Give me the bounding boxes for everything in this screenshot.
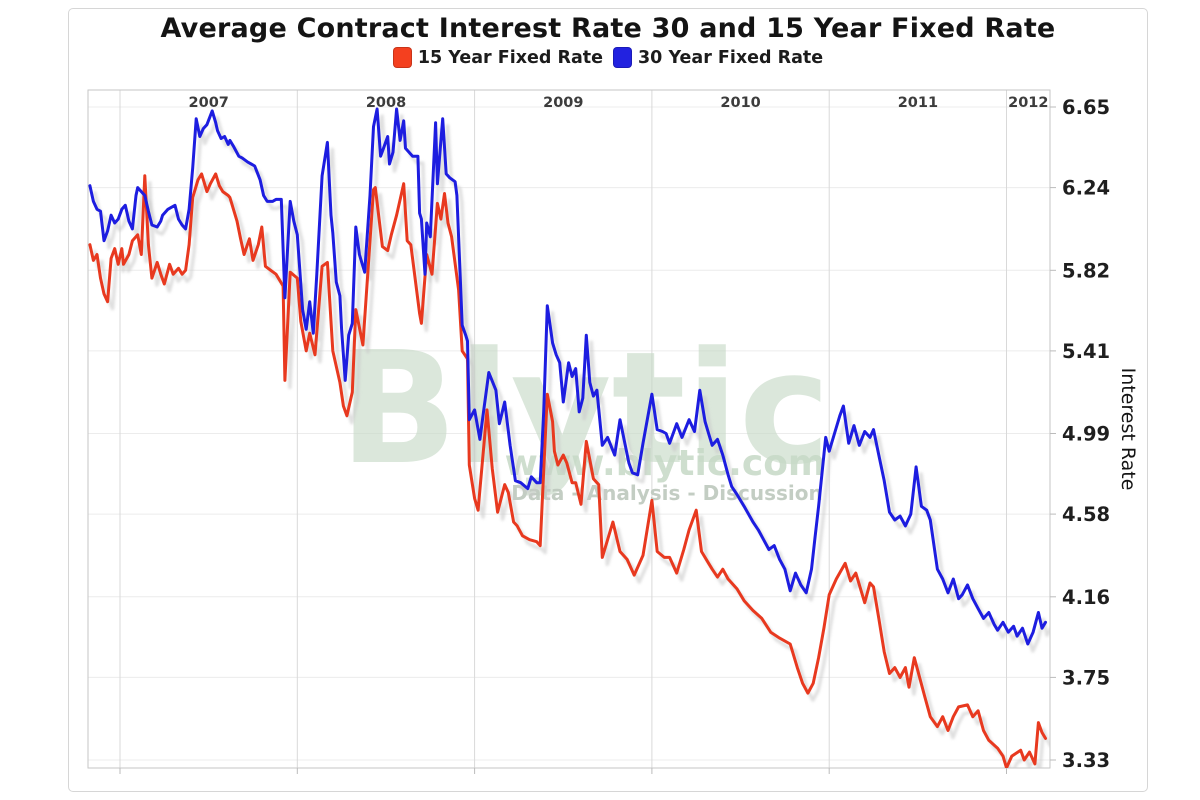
plot-border — [87, 89, 1051, 769]
y-axis-tick-label: 6.65 — [1062, 96, 1110, 119]
watermark-tagline: Data - Analysis - Discussion — [511, 481, 822, 505]
series-15yr-line — [88, 172, 1047, 768]
chart-card — [68, 8, 1148, 792]
y-axis-tick-label: 5.82 — [1062, 259, 1110, 282]
legend-swatch-30yr-icon — [613, 47, 632, 68]
legend-label-30yr: 30 Year Fixed Rate — [638, 47, 824, 68]
y-axis-tick-label: 3.75 — [1062, 666, 1110, 689]
x-axis-tick-label: 2011 — [898, 95, 938, 111]
y-axis-tick-label: 6.24 — [1062, 177, 1110, 200]
x-axis-tick-label: 2008 — [366, 95, 406, 111]
x-axis-tick-label: 2010 — [720, 95, 760, 111]
watermark-url: www.blytic.com — [505, 443, 826, 484]
series-30yr-line — [88, 107, 1047, 646]
y-axis-title: Interest Rate — [1117, 368, 1139, 491]
x-axis-tick-label: 2009 — [543, 95, 583, 111]
series-shadow — [93, 179, 1050, 768]
y-axis-tick-label: 4.99 — [1062, 423, 1110, 446]
x-axis-tick-label: 2007 — [189, 95, 229, 111]
y-axis-tick-label: 3.33 — [1062, 749, 1110, 772]
y-axis-tick-label: 5.41 — [1062, 340, 1110, 363]
legend-item-30yr: 30 Year Fixed Rate — [613, 47, 823, 68]
chart-legend: 15 Year Fixed Rate 30 Year Fixed Rate — [68, 47, 1148, 68]
y-axis-tick-label: 4.58 — [1062, 503, 1110, 526]
x-axis-tick-label: 2012 — [1008, 95, 1048, 111]
chart-title: Average Contract Interest Rate 30 and 15… — [160, 13, 1056, 44]
y-axis-tick-label: 4.16 — [1062, 586, 1110, 609]
series-shadow-layer — [93, 114, 1050, 768]
legend-swatch-15yr-icon — [392, 47, 412, 68]
series-layer — [88, 107, 1050, 768]
legend-item-15yr: 15 Year Fixed Rate — [392, 47, 603, 68]
series-shadow — [93, 114, 1050, 653]
legend-label-15yr: 15 Year Fixed Rate — [417, 47, 603, 68]
